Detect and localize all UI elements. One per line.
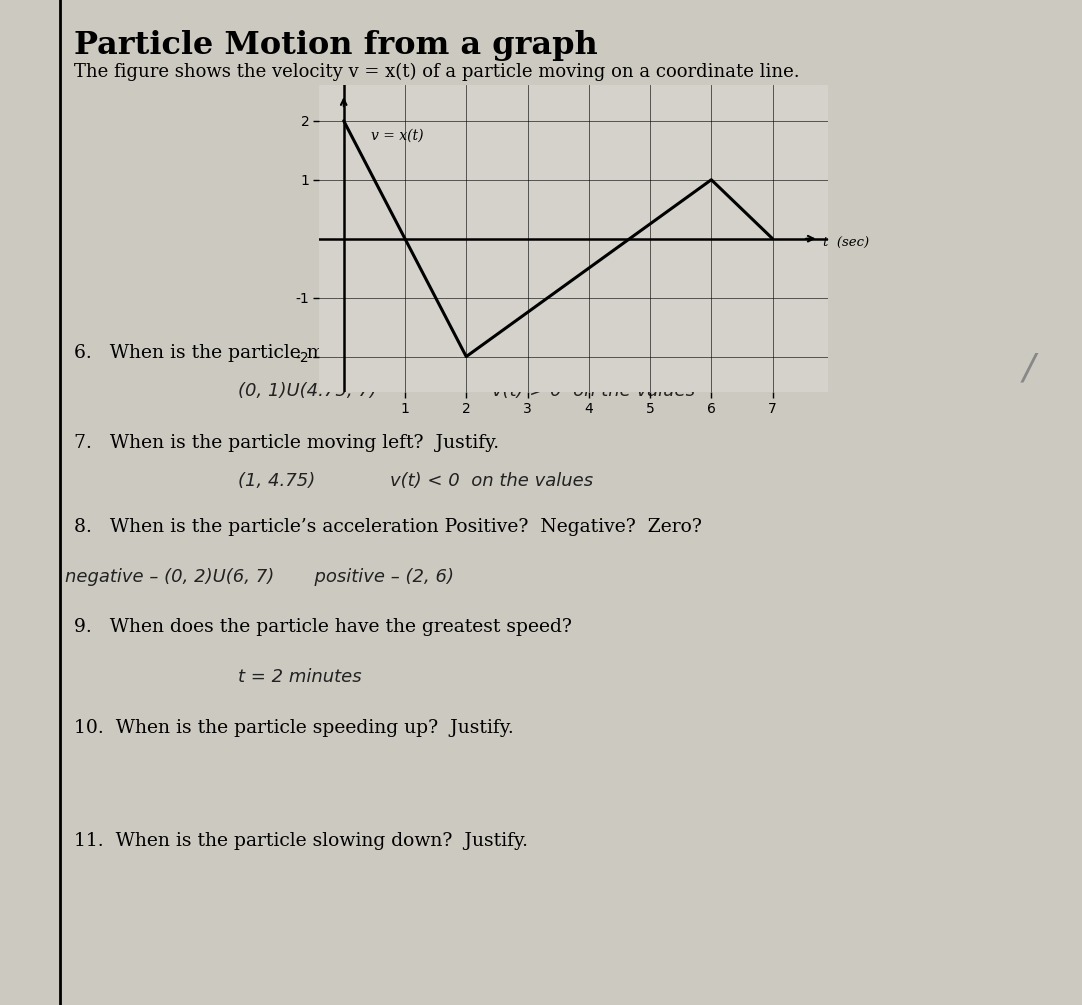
Text: t  (sec): t (sec)	[822, 237, 869, 250]
Text: negative – (0, 2)U(6, 7)       positive – (2, 6): negative – (0, 2)U(6, 7) positive – (2, …	[65, 568, 454, 586]
Text: The figure shows the velocity v = x(t) of a particle moving on a coordinate line: The figure shows the velocity v = x(t) o…	[74, 62, 800, 80]
Text: 9.   When does the particle have the greatest speed?: 9. When does the particle have the great…	[74, 618, 571, 636]
Text: 8.   When is the particle’s acceleration Positive?  Negative?  Zero?: 8. When is the particle’s acceleration P…	[74, 518, 701, 536]
Text: /: /	[1022, 352, 1034, 386]
Text: 10.  When is the particle speeding up?  Justify.: 10. When is the particle speeding up? Ju…	[74, 719, 513, 737]
Text: (0, 1)U(4.75, 7)                    v(t) > 0  on the values: (0, 1)U(4.75, 7) v(t) > 0 on the values	[238, 382, 695, 400]
Text: 11.  When is the particle slowing down?  Justify.: 11. When is the particle slowing down? J…	[74, 832, 528, 850]
Text: (1, 4.75)             v(t) < 0  on the values: (1, 4.75) v(t) < 0 on the values	[238, 472, 593, 490]
Text: t = 2 minutes: t = 2 minutes	[238, 668, 361, 686]
Text: 6.   When is the particle moving right?  Justify.: 6. When is the particle moving right? Ju…	[74, 344, 514, 362]
Text: 7.   When is the particle moving left?  Justify.: 7. When is the particle moving left? Jus…	[74, 434, 499, 452]
Text: v = x(t): v = x(t)	[371, 129, 424, 143]
Text: Particle Motion from a graph: Particle Motion from a graph	[74, 30, 597, 61]
